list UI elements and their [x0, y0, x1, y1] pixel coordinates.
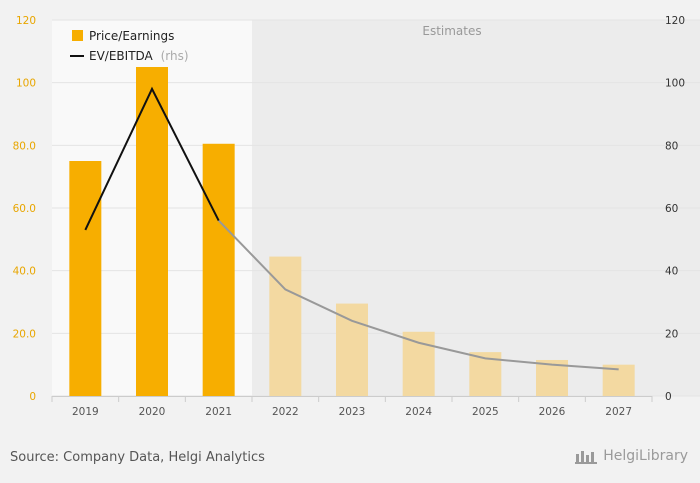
legend[interactable]: Price/Earnings EV/EBITDA (rhs): [70, 29, 189, 63]
x-tick-label: 2024: [405, 406, 432, 418]
right-tick-label: 100: [665, 78, 685, 90]
brand[interactable]: HelgiLibrary: [575, 448, 688, 464]
left-tick-label: 60.0: [13, 203, 36, 215]
left-tick-label: 100: [16, 78, 36, 90]
footer: Source: Company Data, Helgi Analytics He…: [0, 440, 700, 483]
legend-bar-swatch: [72, 30, 83, 41]
bar-2020: [136, 67, 168, 396]
x-tick-label: 2026: [539, 406, 566, 418]
right-tick-label: 20: [665, 328, 678, 340]
bar-2023: [336, 303, 368, 396]
line-estimate-segment: [217, 219, 619, 371]
right-tick-label: 120: [665, 15, 685, 27]
right-axis: 0 20 40 60 80 100 120: [665, 15, 685, 403]
left-tick-label: 40.0: [13, 266, 36, 278]
right-tick-label: 0: [665, 391, 672, 403]
x-tick-label: 2019: [72, 406, 99, 418]
left-axis: 0 20.0 40.0 60.0 80.0 100 120: [13, 15, 36, 403]
left-tick-label: 120: [16, 15, 36, 27]
x-tick-label: 2021: [205, 406, 232, 418]
right-tick-label: 60: [665, 203, 678, 215]
left-tick-label: 20.0: [13, 328, 36, 340]
x-axis: 2019 2020 2021 2022 2023 2024 2025 2026 2027: [51, 396, 653, 418]
source-note: Source: Company Data, Helgi Analytics: [10, 450, 265, 465]
brand-name: HelgiLibrary: [603, 448, 688, 464]
legend-line-label: EV/EBITDA: [89, 49, 154, 63]
x-tick-label: 2025: [472, 406, 499, 418]
legend-line-suffix: (rhs): [161, 49, 189, 63]
x-tick-label: 2027: [605, 406, 632, 418]
x-tick-label: 2022: [272, 406, 299, 418]
legend-line-text: EV/EBITDA (rhs): [89, 49, 189, 63]
x-tick-label: 2020: [139, 406, 166, 418]
right-tick-label: 40: [665, 266, 678, 278]
bar-2024: [402, 331, 435, 396]
legend-bar-label: Price/Earnings: [89, 29, 174, 43]
bar-2027: [602, 364, 635, 396]
library-logo-icon: [575, 451, 598, 464]
right-tick-label: 80: [665, 140, 678, 152]
line-series: [84, 86, 619, 371]
line-actual-segment: [84, 86, 220, 231]
bar-series: [69, 67, 635, 396]
left-tick-label: 80.0: [13, 140, 36, 152]
bar-2019: [69, 161, 102, 396]
left-tick-label: 0: [29, 391, 36, 403]
bar-2021: [202, 143, 235, 396]
estimates-label: Estimates: [422, 24, 481, 38]
x-tick-label: 2023: [339, 406, 366, 418]
